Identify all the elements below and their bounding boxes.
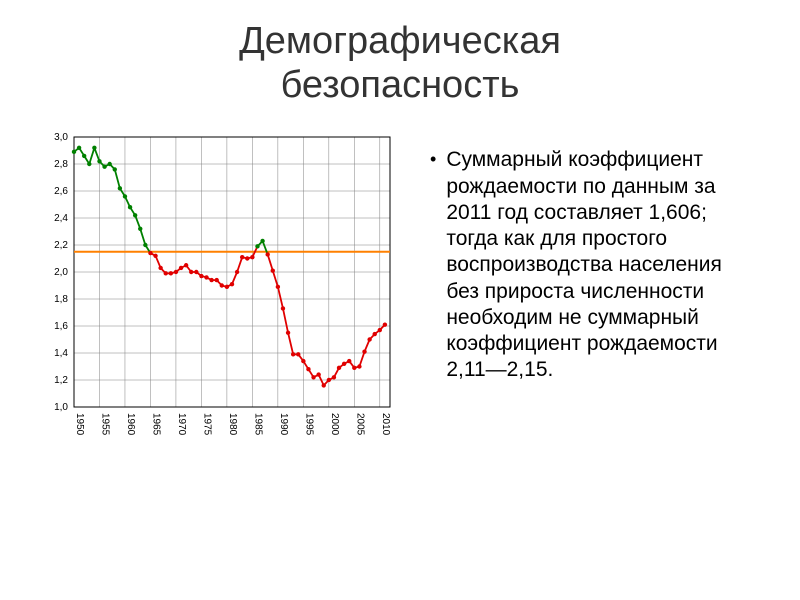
svg-text:2,2: 2,2 <box>54 240 68 251</box>
svg-text:1970: 1970 <box>176 413 187 436</box>
svg-text:3,0: 3,0 <box>54 132 68 143</box>
content-row: 1,0 1,2 1,4 1,6 1,8 2,0 2,2 2,4 2,6 2,8 3,0 1950 195… <box>40 127 760 570</box>
chart-container: 1,0 1,2 1,4 1,6 1,8 2,0 2,2 2,4 2,6 2,8 3,0 1950 195… <box>40 127 400 437</box>
svg-text:1,4: 1,4 <box>54 348 68 359</box>
svg-text:1950: 1950 <box>74 413 85 436</box>
fertility-chart: 1,0 1,2 1,4 1,6 1,8 2,0 2,2 2,4 2,6 2,8 3,0 1950 195… <box>40 127 400 437</box>
page-title: Демографическая безопасность <box>40 20 760 107</box>
svg-text:2000: 2000 <box>329 413 340 436</box>
bullet-dot-icon: • <box>430 149 436 171</box>
svg-text:1,0: 1,0 <box>54 402 68 413</box>
svg-text:1960: 1960 <box>125 413 136 436</box>
svg-text:1,6: 1,6 <box>54 321 68 332</box>
slide-root: Демографическая безопасность 1,01,21,41,… <box>0 0 800 600</box>
svg-text:2,0: 2,0 <box>54 267 68 278</box>
svg-text:2,8: 2,8 <box>54 159 68 170</box>
svg-text:2005: 2005 <box>354 413 365 436</box>
bullet-item: • Суммарный коэффициент рождаемости по д… <box>430 147 760 383</box>
title-line-2: безопасность <box>281 64 520 106</box>
svg-text:1980: 1980 <box>227 413 238 436</box>
bullet-text: Суммарный коэффициент рождаемости по дан… <box>446 147 760 383</box>
svg-text:1,2: 1,2 <box>54 375 68 386</box>
svg-text:2,6: 2,6 <box>54 186 68 197</box>
svg-text:1985: 1985 <box>252 413 263 436</box>
svg-text:2010: 2010 <box>380 413 391 436</box>
svg-text:2,4: 2,4 <box>54 213 68 224</box>
svg-text:1,8: 1,8 <box>54 294 68 305</box>
bullet-list: • Суммарный коэффициент рождаемости по д… <box>430 127 760 383</box>
svg-text:1975: 1975 <box>201 413 212 436</box>
svg-text:1965: 1965 <box>150 413 161 436</box>
svg-text:1955: 1955 <box>99 413 110 436</box>
title-line-1: Демографическая <box>239 20 561 62</box>
svg-text:1995: 1995 <box>303 413 314 436</box>
svg-text:1990: 1990 <box>278 413 289 436</box>
